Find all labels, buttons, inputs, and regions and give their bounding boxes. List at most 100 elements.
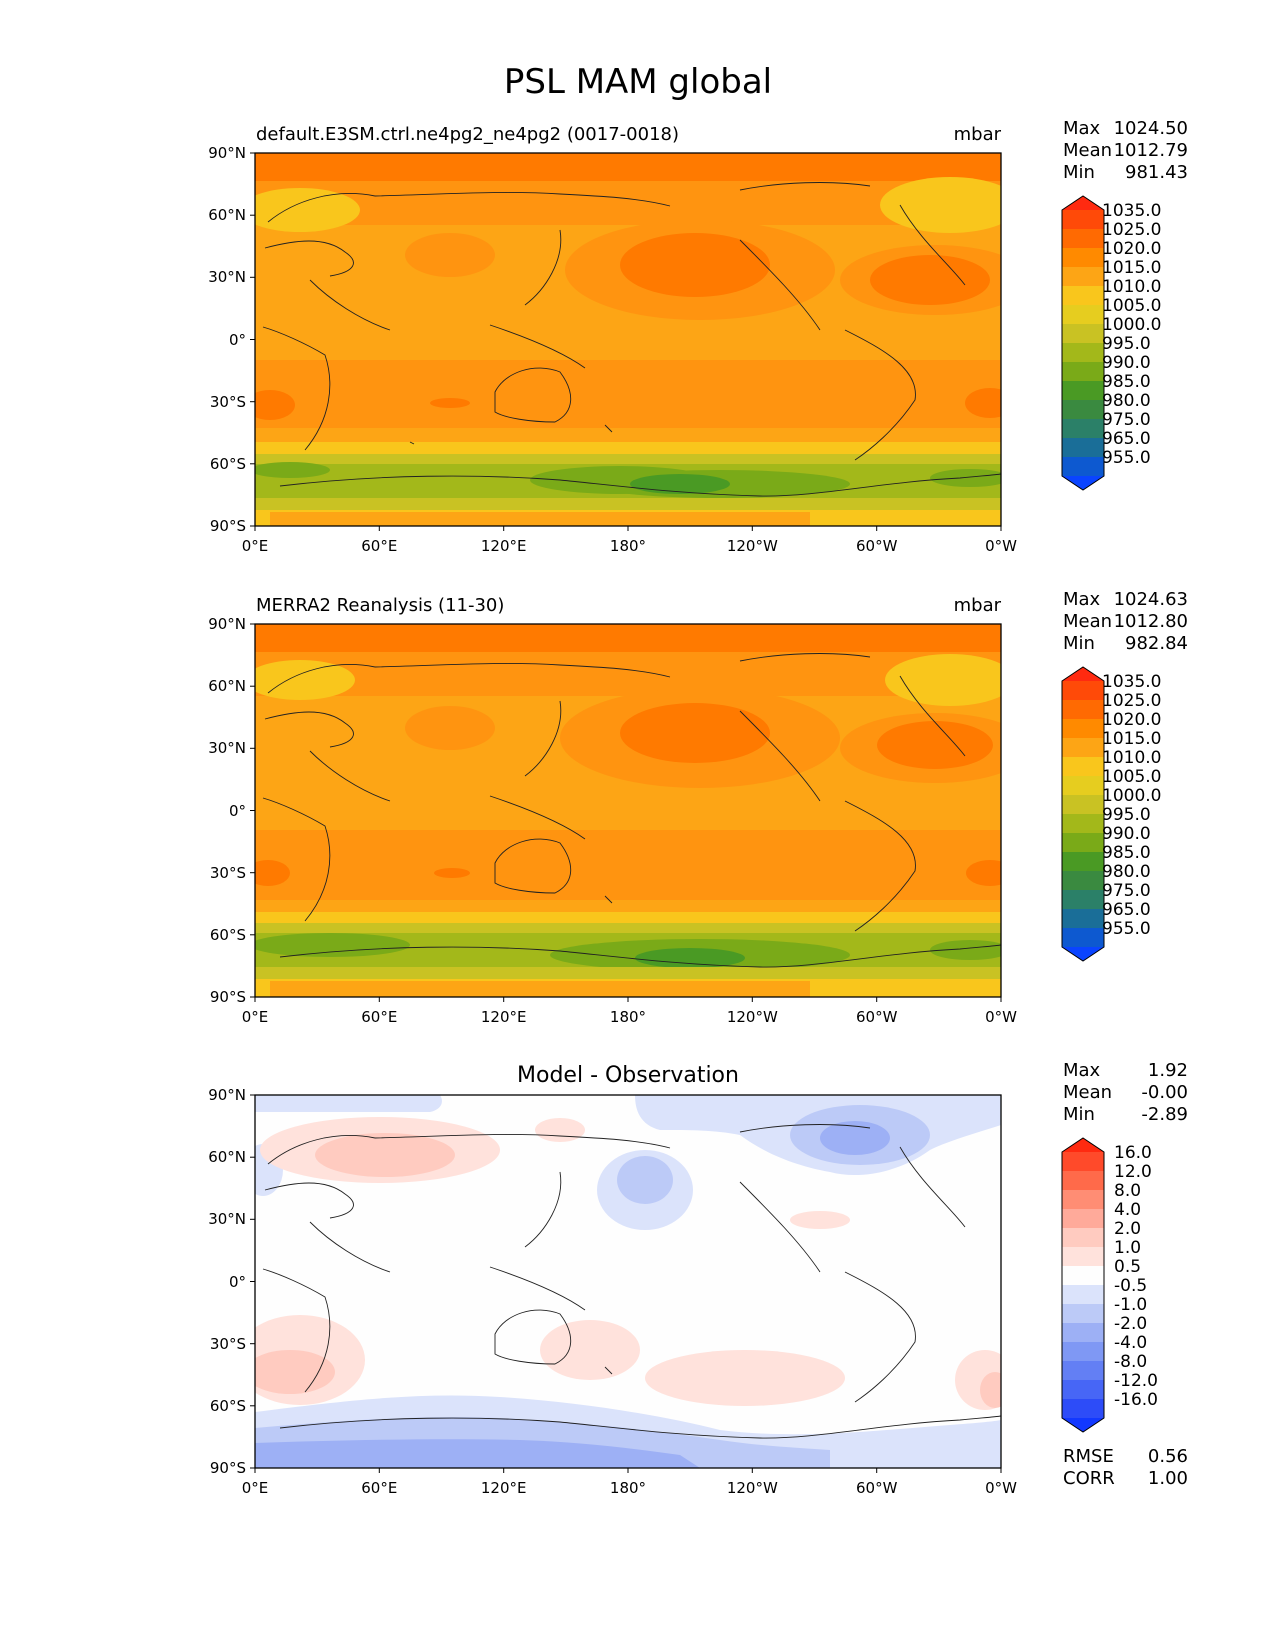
colorbar-swatch [1062,852,1104,872]
colorbar-swatch [1062,229,1104,249]
panel-units: mbar [954,124,1002,145]
lon-tick-label: 180° [610,1008,646,1026]
colorbar-swatch [1062,795,1104,815]
lon-tick-label: 120°W [727,537,778,555]
colorbar-tick-label: -2.0 [1114,1314,1147,1334]
stat-label: Min [1063,162,1095,183]
lat-tick-label: 60°S [210,1397,246,1415]
colorbar-tick-label: 965.0 [1102,900,1151,920]
colorbar-swatch [1062,1285,1104,1305]
colorbar-swatch [1062,719,1104,739]
colorbar-swatch [1062,928,1104,948]
stat-label: Mean [1063,1082,1112,1103]
colorbar-tick-label: 1.0 [1114,1238,1141,1258]
lat-tick-label: 60°N [208,677,246,695]
stat-label: Max [1063,1060,1101,1081]
lon-tick-label: 0°E [242,1008,269,1026]
colorbar-difference: 16.012.08.04.02.01.00.5-0.5-1.0-2.0-4.0-… [1061,1137,1158,1433]
stat-value: -0.00 [1141,1082,1188,1103]
lon-tick-label: 120°E [481,1008,527,1026]
panel-title-left: default.E3SM.ctrl.ne4pg2_ne4pg2 (0017-00… [256,124,679,145]
stat-value: 1024.63 [1114,589,1188,610]
colorbar-tick-label: 985.0 [1102,843,1151,863]
coastlines [262,182,1001,497]
colorbar-swatch [1062,1304,1104,1324]
lat-tick-label: 60°S [210,455,246,473]
lon-ticks [254,1468,1002,1473]
stat-value: -2.89 [1141,1104,1188,1125]
lat-tick-label: 90°S [210,517,246,535]
stat-label: Mean [1063,611,1112,632]
colorbar-extend-min [1062,476,1104,490]
lon-tick-label: 0°W [985,1008,1017,1026]
colorbar-tick-label: 995.0 [1102,805,1151,825]
colorbar-swatch [1062,1228,1104,1248]
corr-value: 1.00 [1148,1468,1188,1489]
lat-tick-label: 30°S [210,393,246,411]
colorbar-tick-label: 8.0 [1114,1181,1141,1201]
lat-tick-label: 60°N [208,1148,246,1166]
colorbar-tick-label: 2.0 [1114,1219,1141,1239]
colorbar-swatch [1062,362,1104,382]
colorbar-outline [1061,195,1105,491]
lat-tick-label: 30°S [210,864,246,882]
lon-tick-label: 120°W [727,1008,778,1026]
map-frame [250,623,1002,1002]
lat-tick-label: 30°N [208,1210,246,1228]
lat-tick-label: 60°S [210,926,246,944]
colorbar-tick-label: -4.0 [1114,1333,1147,1353]
colorbar-tick-label: 1035.0 [1102,672,1161,692]
colorbar-tick-label: 1010.0 [1102,748,1161,768]
colorbar-outline [1061,666,1105,962]
colorbar-swatch [1062,1152,1104,1172]
figure-title: PSL MAM global [504,62,772,102]
colorbar-swatch [1062,871,1104,891]
lat-tick-label: 90°N [208,1086,246,1104]
panel-title-left: MERRA2 Reanalysis (11-30) [256,595,504,616]
colorbar-swatch [1062,1171,1104,1191]
colorbar-swatch [1062,438,1104,458]
colorbar-swatch [1062,1247,1104,1267]
colorbar-swatch [1062,457,1104,477]
lat-tick-label: 0° [229,1273,246,1291]
colorbar-swatch [1062,814,1104,834]
colorbar-tick-label: -16.0 [1114,1390,1158,1410]
rmse-label: RMSE [1063,1446,1114,1467]
colorbar-swatch [1062,210,1104,230]
colorbar-tick-label: 16.0 [1114,1143,1152,1163]
panel-difference: 0°E 60°E 120°E 180° 120°W 60°W 0°W 90°N … [208,1060,1188,1497]
lon-ticks [254,526,1002,531]
lon-tick-label: 60°E [361,537,397,555]
colorbar-tick-label: -8.0 [1114,1352,1147,1372]
lon-tick-label: 60°W [856,1479,898,1497]
colorbar-swatch [1062,757,1104,777]
lon-tick-label: 0°E [242,537,269,555]
colorbar-tick-label: 1005.0 [1102,296,1161,316]
colorbar-swatch [1062,286,1104,306]
colorbar-swatch [1062,400,1104,420]
colorbar-tick-label: 990.0 [1102,353,1151,373]
colorbar-outline [1061,1137,1105,1433]
lat-tick-label: 30°N [208,739,246,757]
colorbar-swatch [1062,738,1104,758]
lat-tick-label: 90°N [208,144,246,162]
colorbar-tick-label: 1020.0 [1102,239,1161,259]
colorbar-tick-label: 12.0 [1114,1162,1152,1182]
lat-tick-label: 90°N [208,615,246,633]
colorbar-tick-label: -0.5 [1114,1276,1147,1296]
colorbar-swatch [1062,1361,1104,1381]
lat-tick-label: 30°S [210,1335,246,1353]
lon-tick-label: 120°E [481,537,527,555]
lat-tick-label: 90°S [210,1459,246,1477]
colorbar-swatch [1062,419,1104,439]
lat-ticks [250,623,255,998]
stat-label: Max [1063,589,1101,610]
panel-title-center: Model - Observation [517,1063,739,1088]
lon-tick-label: 120°W [727,1479,778,1497]
panel-units: mbar [954,595,1002,616]
map-frame [250,1094,1002,1473]
stat-value: 1012.80 [1114,611,1188,632]
panel-test-model: 0°E 60°E 120°E 180° 120°W 60°W 0°W 90°N … [208,118,1188,555]
colorbar-swatch [1062,890,1104,910]
